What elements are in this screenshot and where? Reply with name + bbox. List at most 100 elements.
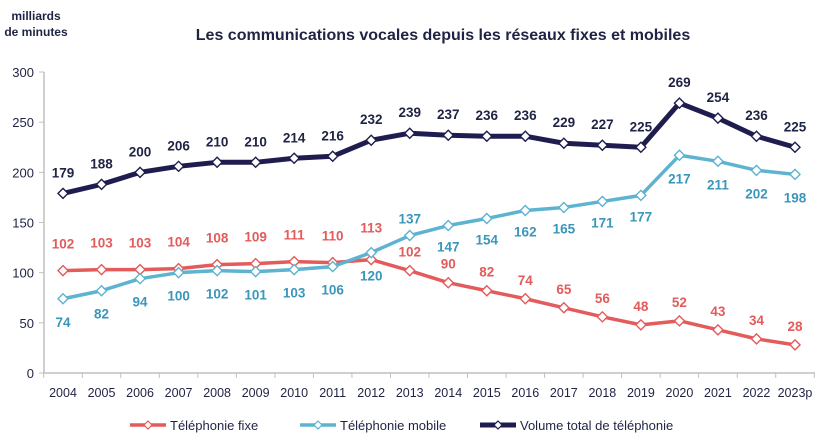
x-tick-label: 2020: [666, 386, 694, 400]
data-label: 111: [284, 228, 306, 243]
x-tick-label: 2007: [165, 386, 193, 400]
data-label: 109: [244, 230, 267, 245]
data-label: 102: [206, 287, 229, 302]
data-point-marker: [711, 112, 724, 125]
data-label: 120: [360, 269, 383, 284]
data-point-marker: [519, 204, 532, 217]
legend-marker-icon: [313, 420, 323, 430]
data-point-marker: [134, 166, 147, 179]
data-label: 232: [360, 112, 383, 127]
data-label: 216: [321, 128, 344, 143]
series-line: [62, 100, 796, 196]
x-tick-label: 2018: [588, 386, 616, 400]
data-label: 65: [556, 282, 572, 297]
y-axis-label-line-1: milliards: [11, 9, 61, 23]
x-tick-label: 2013: [396, 386, 424, 400]
data-label: 52: [672, 295, 687, 310]
data-label: 179: [52, 165, 75, 180]
data-label: 103: [129, 236, 152, 251]
data-label: 113: [360, 221, 382, 236]
data-label: 198: [784, 190, 807, 205]
data-point-marker: [634, 141, 647, 154]
series-t-l-phonie-fixe: 102 103 103 104 108 109 111 110 113 102 90 82 74 65 56…: [52, 221, 803, 351]
x-tick-label: 2017: [550, 386, 578, 400]
data-label: 48: [633, 299, 649, 314]
data-label: 137: [398, 212, 421, 227]
data-label: 104: [167, 235, 190, 250]
data-point-marker: [750, 332, 763, 345]
series-t-l-phonie-mobile: 74 82 94 100 102 101 103 106 120 137 147 154 162 165 1…: [55, 149, 807, 330]
data-label: 94: [133, 295, 149, 310]
data-label: 43: [710, 304, 726, 319]
data-point-marker: [57, 187, 69, 200]
data-point-marker: [673, 97, 686, 110]
y-tick-label: 0: [27, 366, 34, 381]
data-label: 103: [90, 236, 113, 251]
data-label: 206: [167, 138, 190, 153]
data-label: 269: [668, 75, 691, 90]
data-point-marker: [288, 263, 301, 276]
data-point-marker: [326, 150, 339, 163]
data-label: 210: [244, 134, 267, 149]
data-point-marker: [596, 195, 609, 208]
x-tick-label: 2015: [473, 386, 501, 400]
x-tick-label: 2009: [242, 386, 270, 400]
data-point-marker: [557, 301, 570, 314]
data-point-marker: [288, 152, 301, 165]
data-point-marker: [711, 323, 724, 336]
y-tick-label: 100: [12, 266, 34, 281]
data-point-marker: [557, 137, 570, 150]
data-label: 165: [553, 221, 576, 236]
data-point-marker: [480, 284, 493, 297]
data-label: 90: [441, 257, 456, 272]
data-label: 188: [90, 156, 113, 171]
legend-label: Téléphonie mobile: [340, 418, 446, 433]
data-label: 34: [749, 313, 765, 328]
data-label: 202: [745, 186, 768, 201]
data-label: 200: [129, 144, 152, 159]
data-label: 236: [476, 108, 499, 123]
x-tick-label: 2023p: [778, 386, 813, 400]
data-label: 229: [553, 115, 576, 130]
series-layer: 102 103 103 104 108 109 111 110 113 102 90 82 74 65 56…: [52, 75, 807, 351]
y-tick-label: 200: [12, 165, 34, 180]
data-point-marker: [403, 264, 416, 277]
data-label: 177: [630, 209, 653, 224]
axes: 0 50 100 150 200 250 300 2004 2005 2006 2007 2008 20…: [12, 65, 815, 400]
data-point-marker: [95, 178, 108, 191]
data-point-marker: [249, 265, 262, 278]
x-tick-label: 2008: [203, 386, 231, 400]
data-label: 211: [707, 177, 729, 192]
data-label: 237: [437, 107, 460, 122]
data-point-marker: [403, 127, 416, 140]
data-point-marker: [134, 272, 147, 285]
data-label: 254: [707, 90, 730, 105]
data-point-marker: [519, 130, 532, 143]
data-point-marker: [172, 266, 185, 279]
x-tick-label: 2014: [434, 386, 462, 400]
data-point-marker: [750, 164, 763, 177]
data-label: 239: [398, 105, 421, 120]
series-volume-total-de-t-l-phonie: 179 188 200 206 210 210 214 216 232 239 237 236 236 2…: [52, 75, 807, 200]
data-label: 154: [476, 232, 499, 247]
data-point-marker: [634, 189, 647, 202]
data-point-marker: [365, 253, 378, 266]
y-tick-label: 300: [12, 65, 34, 80]
x-tick-label: 2016: [511, 386, 539, 400]
x-tick-label: 2004: [49, 386, 77, 400]
data-point-marker: [789, 141, 801, 154]
y-tick-label: 150: [12, 216, 34, 231]
data-point-marker: [249, 156, 262, 169]
data-label: 110: [322, 229, 344, 244]
data-point-marker: [789, 338, 801, 351]
data-label: 227: [591, 117, 614, 132]
data-point-marker: [442, 219, 455, 232]
data-point-marker: [480, 130, 493, 143]
data-point-marker: [557, 201, 570, 214]
data-point-marker: [442, 276, 455, 289]
data-point-marker: [57, 264, 69, 277]
data-point-marker: [673, 149, 686, 162]
y-axis-label-line-2: de minutes: [4, 25, 68, 39]
x-tick-label: 2010: [280, 386, 308, 400]
